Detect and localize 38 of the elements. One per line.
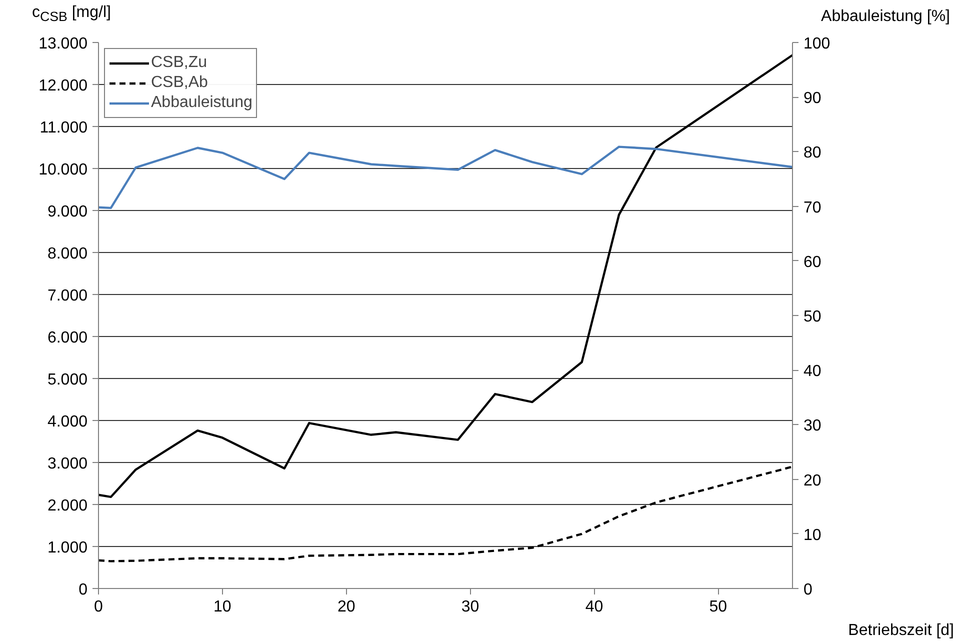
legend-label: CSB,Ab xyxy=(151,74,208,92)
y2-tick-label: 80 xyxy=(804,144,822,162)
y-tick-label: 9.000 xyxy=(47,204,88,220)
y2-tick-label: 10 xyxy=(804,526,822,544)
x-tick-label: 20 xyxy=(337,598,356,616)
x-tick-label: 0 xyxy=(94,598,104,616)
x-tick-label: 50 xyxy=(709,598,728,616)
y2-tick-label: 0 xyxy=(804,582,812,598)
x-tick-label: 10 xyxy=(214,598,232,616)
y2-tick-label: 60 xyxy=(804,254,822,271)
y-tick-label: 4.000 xyxy=(47,414,88,430)
legend-label: CSB,Zu xyxy=(151,54,208,72)
y-tick-label: 3.000 xyxy=(47,456,88,472)
y-tick-label: 2.000 xyxy=(47,498,88,514)
y2-tick-label: 40 xyxy=(804,363,822,380)
y2-tick-label: 100 xyxy=(804,36,830,52)
y-axis-title: c$_{CSB}$ [mg/l] xyxy=(32,3,111,26)
y-tick-label: 11.000 xyxy=(40,120,88,136)
y2-axis-title: Abbauleistung [%] xyxy=(821,7,950,27)
y-tick-label: 8.000 xyxy=(47,246,88,262)
y2-tick-label: 50 xyxy=(804,308,822,326)
y2-tick-label: 90 xyxy=(804,90,822,108)
y-tick-label: 10.000 xyxy=(38,162,88,178)
y-tick-label: 1.000 xyxy=(47,540,88,556)
y2-tick-label: 70 xyxy=(804,199,822,216)
x-axis-title: Betriebszeit [d] xyxy=(848,621,954,641)
y-tick-label: 5.000 xyxy=(47,372,88,388)
legend-label: Abbauleistung xyxy=(151,94,252,112)
y-tick-label: 7.000 xyxy=(47,288,88,304)
y2-tick-label: 30 xyxy=(804,418,822,435)
y-tick-label: 0 xyxy=(78,582,88,598)
y-tick-label: 6.000 xyxy=(47,330,88,346)
y-tick-label: 13.000 xyxy=(38,36,88,52)
x-tick-label: 40 xyxy=(585,598,604,616)
line-series xyxy=(98,146,792,210)
x-tick-label: 30 xyxy=(461,598,480,616)
y-tick-label: 12.000 xyxy=(38,78,88,94)
y2-tick-label: 20 xyxy=(804,472,822,490)
